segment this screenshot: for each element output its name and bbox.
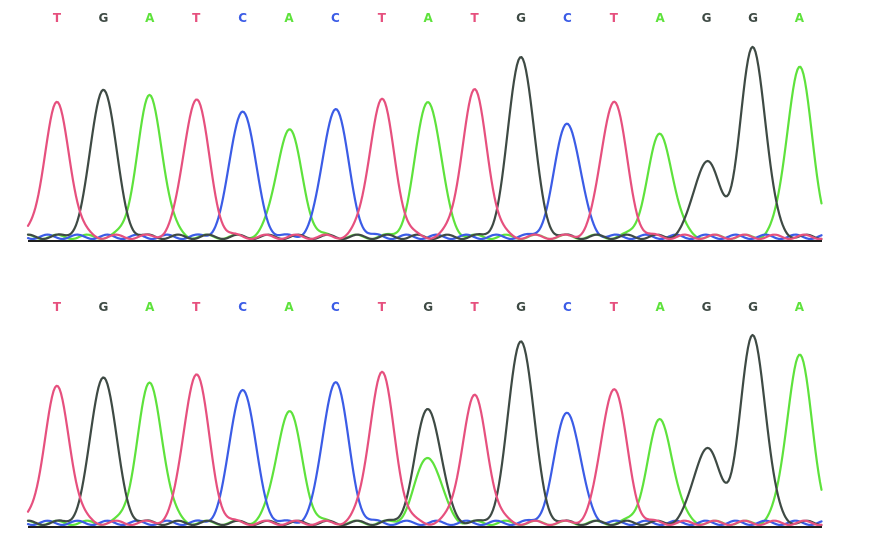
trace-g (26, 45, 823, 241)
base-call-label: G (748, 11, 758, 25)
base-call-label: C (238, 11, 247, 25)
trace-t (26, 370, 823, 527)
base-call-label: C (238, 300, 247, 314)
base-call-label: A (284, 300, 294, 314)
base-call-label: T (610, 300, 619, 314)
base-call-label: T (378, 11, 387, 25)
trace-g (26, 333, 823, 527)
base-call-label: T (378, 300, 387, 314)
base-call-label: G (748, 300, 758, 314)
base-call-label: A (145, 11, 155, 25)
base-call-label: T (610, 11, 619, 25)
base-call-label: G (702, 11, 712, 25)
base-call-label: C (563, 300, 572, 314)
base-call-label: A (424, 11, 434, 25)
trace-a (26, 65, 823, 241)
base-call-label: A (795, 300, 805, 314)
base-call-label: T (53, 11, 62, 25)
base-call-label: T (53, 300, 62, 314)
base-call-label: A (284, 11, 294, 25)
base-call-label: A (795, 11, 805, 25)
base-call-label: A (656, 300, 666, 314)
base-call-label: T (471, 300, 480, 314)
base-call-label: G (423, 300, 433, 314)
base-call-label: A (145, 300, 155, 314)
base-call-label: G (98, 11, 108, 25)
base-call-label: G (516, 300, 526, 314)
base-call-label: C (331, 300, 340, 314)
base-call-label: C (563, 11, 572, 25)
base-call-label: C (331, 11, 340, 25)
base-call-label: G (98, 300, 108, 314)
trace-t (26, 88, 823, 241)
base-call-label: G (702, 300, 712, 314)
trace-c (26, 108, 823, 241)
base-call-label: T (192, 300, 201, 314)
base-call-label: T (471, 11, 480, 25)
base-call-label: T (192, 11, 201, 25)
base-call-label: A (656, 11, 666, 25)
base-call-label: G (516, 11, 526, 25)
trace-a (26, 353, 823, 527)
